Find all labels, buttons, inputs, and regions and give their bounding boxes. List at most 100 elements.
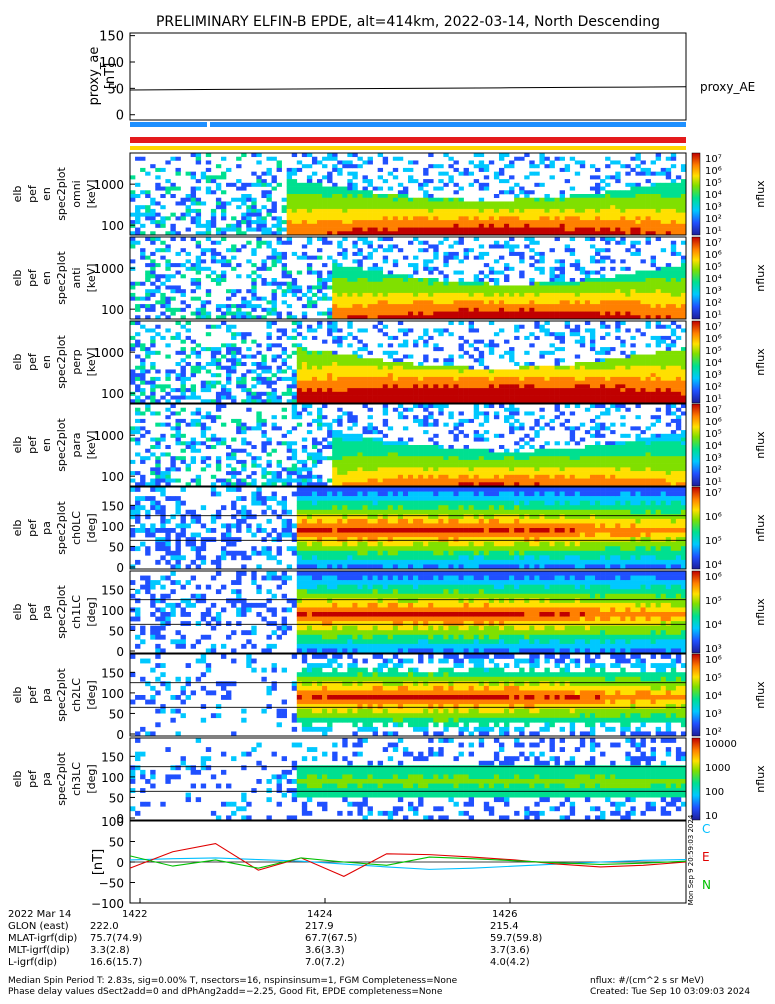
spectrogram-cell (656, 325, 661, 329)
spectrogram-cell (676, 300, 681, 304)
spectrogram-cell (226, 396, 231, 400)
spectrogram-cell (272, 187, 277, 191)
spectrogram-cell (651, 271, 656, 275)
spectrogram-cell (514, 304, 519, 308)
spectrogram-cell (277, 282, 282, 286)
spectrogram-cell (671, 366, 676, 370)
spectrogram-cell (555, 377, 560, 381)
spectrogram-cell (433, 224, 438, 228)
spectrogram-cell (590, 194, 595, 198)
spectrogram-cell (388, 336, 393, 340)
spectrogram-cell (459, 282, 464, 286)
spectrogram-cell (383, 384, 388, 388)
spectrogram-cell (499, 289, 504, 293)
spectrogram-ylabel-line: elb (11, 354, 24, 371)
spectrogram-cell (317, 355, 322, 359)
spectrogram-cell (418, 381, 423, 385)
spectrogram-cell (388, 343, 393, 347)
spectrogram-cell (393, 297, 398, 301)
spectrogram-cell (544, 216, 549, 220)
spectrogram-cell (575, 366, 580, 370)
spectrogram-cell (261, 179, 266, 183)
bar-blue (130, 122, 686, 127)
spectrogram-cell (196, 256, 201, 260)
spectrogram-cell (206, 312, 211, 316)
spectrogram-cell (656, 351, 661, 355)
spectrogram-cell (555, 396, 560, 400)
spectrogram-cell (236, 198, 241, 202)
spectrogram-cell (656, 187, 661, 191)
spectrogram-cell (656, 336, 661, 340)
spectrogram-cell (418, 479, 423, 483)
spectrogram-cell (620, 366, 625, 370)
spectrogram-cell (529, 164, 534, 168)
spectrogram-cell (484, 216, 489, 220)
spectrogram-cell (615, 297, 620, 301)
spectrogram-cell (519, 220, 524, 224)
spectrogram-cell (332, 366, 337, 370)
spectrogram-cell (646, 293, 651, 297)
spectrogram-cell (211, 278, 216, 282)
spectrogram-cell (317, 194, 322, 198)
spectrogram-cell (494, 244, 499, 248)
spectrogram-cell (373, 452, 378, 456)
spectrogram-cell (464, 377, 469, 381)
spectrogram-cell (297, 475, 302, 479)
spectrogram-cell (302, 392, 307, 396)
spectrogram-cell (565, 369, 570, 373)
spectrogram-cell (534, 293, 539, 297)
spectrogram-cell (681, 209, 686, 213)
spectrogram-cell (317, 213, 322, 217)
spectrogram-cell (272, 297, 277, 301)
spectrogram-cell (211, 358, 216, 362)
spectrogram-cell (529, 373, 534, 377)
spectrogram-cell (600, 209, 605, 213)
spectrogram-cell (277, 336, 282, 340)
spectrogram-cell (423, 445, 428, 449)
spectrogram-cell (539, 282, 544, 286)
spectrogram-cell (595, 366, 600, 370)
spectrogram-cell (261, 434, 266, 438)
spectrogram-cell (312, 285, 317, 289)
spectrogram-cell (378, 153, 383, 157)
spectrogram-cell (186, 396, 191, 400)
spectrogram-cell (504, 293, 509, 297)
spectrogram-cell (494, 241, 499, 245)
spectrogram-cell (565, 297, 570, 301)
spectrogram-cell (635, 190, 640, 194)
spectrogram-cell (570, 392, 575, 396)
spectrogram-cell (403, 194, 408, 198)
spectrogram-cell (186, 441, 191, 445)
spectrogram-cell (448, 362, 453, 366)
spectrogram-cell (656, 358, 661, 362)
spectrogram-cell (140, 426, 145, 430)
spectrogram-cell (302, 362, 307, 366)
spectrogram-cell (211, 355, 216, 359)
spectrogram-cell (448, 198, 453, 202)
spectrogram-cell (504, 153, 509, 157)
spectrogram-cell (256, 362, 261, 366)
spectrogram-cell (524, 190, 529, 194)
spectrogram-cell (135, 308, 140, 312)
spectrogram-cell (418, 467, 423, 471)
spectrogram-cell (282, 256, 287, 260)
spectrogram-cell (565, 304, 570, 308)
spectrogram-cell (378, 456, 383, 460)
spectrogram-cell (484, 392, 489, 396)
spectrogram-cell (272, 475, 277, 479)
spectrogram-cell (550, 392, 555, 396)
spectrogram-cell (181, 366, 186, 370)
spectrogram-cell (423, 373, 428, 377)
spectrogram-cell (317, 377, 322, 381)
spectrogram-cell (186, 467, 191, 471)
spectrogram-cell (130, 282, 135, 286)
spectrogram-cell (322, 216, 327, 220)
spectrogram-cell (211, 259, 216, 263)
spectrogram-cell (160, 396, 165, 400)
spectrogram-cell (408, 274, 413, 278)
spectrogram-cell (398, 411, 403, 415)
spectrogram-cell (544, 209, 549, 213)
spectrogram-cell (575, 198, 580, 202)
spectrogram-cell (130, 438, 135, 442)
spectrogram-cell (671, 220, 676, 224)
